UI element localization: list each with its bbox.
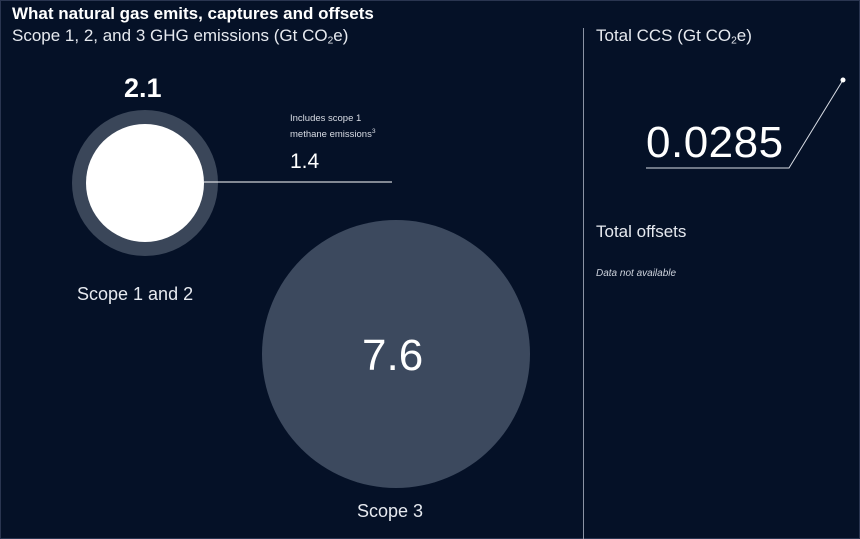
scope12-value-label: 2.1	[124, 73, 162, 103]
offsets-note: Data not available	[596, 268, 677, 279]
methane-value-label: 1.4	[290, 150, 320, 173]
ccs-value: 0.0285	[646, 118, 784, 167]
scope3-value-label: 7.6	[362, 331, 424, 380]
scope12-label: Scope 1 and 2	[77, 284, 194, 304]
scope3-label: Scope 3	[357, 501, 424, 521]
chart-subtitle: Scope 1, 2, and 3 GHG emissions (Gt CO2e…	[12, 26, 349, 47]
section-divider	[583, 28, 584, 539]
scope1-methane-bubble	[86, 124, 204, 242]
methane-note: Includes scope 1 methane emissions3	[290, 113, 376, 141]
chart-title: What natural gas emits, captures and off…	[12, 4, 374, 23]
ccs-title: Total CCS (Gt CO2e)	[596, 26, 752, 47]
offsets-title: Total offsets	[596, 222, 687, 241]
scope3-bubble	[262, 220, 530, 488]
